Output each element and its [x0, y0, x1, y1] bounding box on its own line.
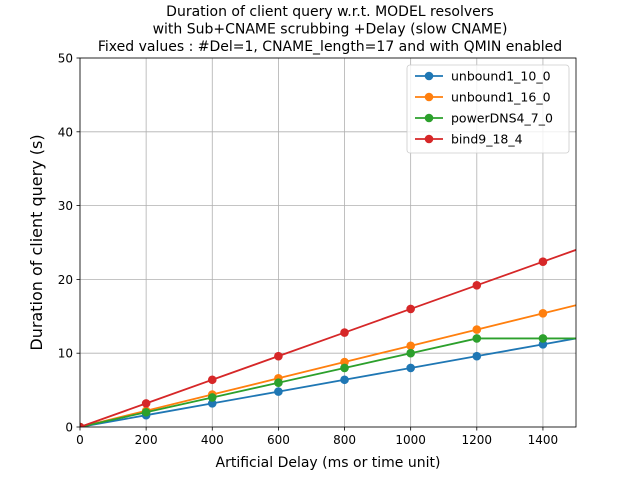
x-tick-label: 200 [135, 433, 158, 447]
x-axis-label: Artificial Delay (ms or time unit) [216, 455, 441, 471]
data-point-bind9_18_4 [207, 375, 217, 385]
y-axis-ticks: 0 10 20 30 40 50 [58, 52, 80, 435]
data-point-bind9_18_4 [274, 351, 283, 361]
y-tick-label: 20 [58, 273, 73, 287]
data-point-powerDNS4_7_0 [538, 334, 548, 343]
data-point-bind9_18_4 [80, 422, 85, 427]
series-layer [80, 249, 576, 427]
data-point-unbound1_10_0 [406, 363, 415, 373]
x-tick-label: 800 [333, 433, 356, 447]
x-tick-label: 400 [201, 433, 224, 447]
data-point-unbound1_16_0 [406, 341, 415, 351]
data-point-powerDNS4_7_0 [141, 407, 151, 417]
data-point-unbound1_10_0 [207, 399, 217, 408]
data-point-powerDNS4_7_0 [207, 393, 217, 402]
y-tick-label: 50 [58, 52, 73, 66]
data-point-unbound1_10_0 [340, 375, 349, 385]
legend-label: bind9_18_4 [451, 132, 523, 147]
x-tick-label: 0 [76, 433, 84, 447]
data-point-unbound1_10_0 [472, 351, 482, 361]
data-point-powerDNS4_7_0 [472, 334, 482, 343]
x-tick-label: 600 [267, 433, 290, 447]
data-point-bind9_18_4 [406, 304, 415, 314]
data-point-unbound1_16_0 [538, 309, 548, 318]
data-point-unbound1_16_0 [472, 325, 482, 334]
plot-frame [79, 57, 577, 428]
chart-title: Duration of client query w.r.t. MODEL re… [98, 4, 562, 55]
y-axis-label: Duration of client query (s) [27, 134, 46, 350]
legend-label: powerDNS4_7_0 [451, 111, 553, 126]
data-point-powerDNS4_7_0 [406, 348, 415, 358]
data-point-bind9_18_4 [340, 328, 349, 337]
legend-swatch-marker [424, 113, 434, 123]
data-point-bind9_18_4 [472, 281, 482, 290]
data-point-powerDNS4_7_0 [274, 378, 283, 388]
chart-title-line: with Sub+CNAME scrubbing +Delay (slow CN… [153, 22, 508, 38]
y-tick-label: 40 [58, 125, 73, 139]
legend-swatch-marker [424, 71, 434, 81]
y-tick-label: 10 [58, 347, 73, 361]
legend-label: unbound1_16_0 [451, 90, 551, 105]
data-point-bind9_18_4 [141, 399, 151, 408]
legend-swatch-marker [424, 134, 434, 144]
x-tick-label: 1200 [462, 433, 493, 447]
legend-box [406, 64, 570, 154]
legend-label: unbound1_10_0 [451, 69, 551, 84]
x-tick-label: 1400 [528, 433, 559, 447]
data-point-unbound1_10_0 [538, 340, 548, 349]
chart-title-line: Duration of client query w.r.t. MODEL re… [166, 4, 494, 20]
data-point-unbound1_10_0 [274, 387, 283, 396]
x-axis-ticks: 0 200 400 600 800 1000 1200 1400 [76, 427, 558, 447]
series-line-unbound1_16_0 [80, 304, 576, 427]
y-tick-label: 30 [58, 199, 73, 213]
legend-swatch-marker [424, 92, 434, 102]
x-tick-label: 1000 [395, 433, 426, 447]
data-point-bind9_18_4 [538, 257, 548, 266]
chart-title-line: Fixed values : #Del=1, CNAME_length=17 a… [98, 39, 562, 55]
data-point-powerDNS4_7_0 [340, 363, 349, 373]
y-tick-label: 0 [65, 421, 73, 435]
legend: unbound1_10_0 unbound1_16_0 powerDNS4_7_0b… [406, 64, 570, 154]
series-line-unbound1_10_0 [80, 337, 576, 427]
data-point-unbound1_16_0 [340, 357, 349, 367]
